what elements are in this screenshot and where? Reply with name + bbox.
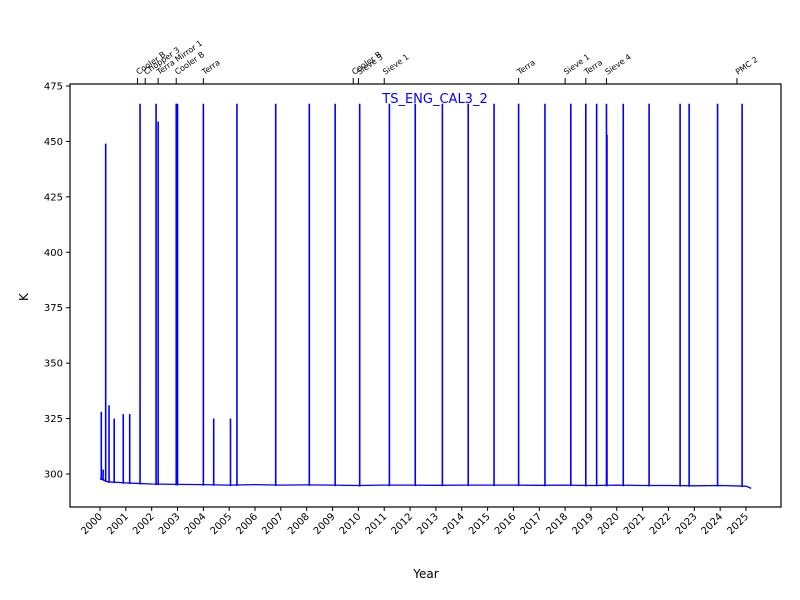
x-tick-label: 2005 (209, 511, 235, 537)
x-tick-label: 2023 (674, 511, 700, 537)
x-tick-label: 2020 (596, 511, 622, 537)
y-tick-label: 425 (44, 192, 63, 203)
plot-area (69, 83, 782, 508)
x-tick-label: 2022 (648, 511, 674, 537)
x-axis-title: Year (412, 567, 438, 581)
y-axis: 300 325 350 375 400 425 450 475 (44, 82, 70, 481)
x-tick-label: 2016 (493, 511, 519, 537)
x-tick-label: 2001 (105, 511, 131, 537)
x-tick-label: 2018 (544, 511, 570, 537)
y-tick-label: 350 (44, 359, 63, 370)
x-tick-label: 2002 (131, 511, 157, 537)
y-tick-label: 300 (44, 470, 63, 481)
event-label: Terra (200, 58, 222, 77)
x-tick-label: 2000 (79, 511, 105, 537)
x-tick-label: 2003 (157, 511, 183, 537)
x-tick-label: 2021 (622, 511, 648, 537)
x-tick-label: 2013 (415, 511, 441, 537)
y-tick-label: 450 (44, 137, 63, 148)
x-tick-label: 2007 (260, 511, 286, 537)
event-label: Sieve 4 (603, 52, 632, 76)
chart-title: TS_ENG_CAL3_2 (381, 92, 487, 107)
x-tick-label: 2009 (312, 511, 338, 537)
y-tick-label: 475 (44, 82, 63, 93)
x-tick-label: 2025 (725, 511, 751, 537)
y-tick-label: 400 (44, 248, 63, 259)
plot-frame (69, 83, 782, 508)
y-tick-label: 375 (44, 303, 63, 314)
x-tick-label: 2008 (286, 511, 312, 537)
event-label: Sieve 1 (381, 52, 410, 76)
y-axis-title: K (17, 292, 31, 301)
x-tick-label: 2004 (183, 511, 209, 537)
y-tick-label: 325 (44, 414, 63, 425)
data-series-line (99, 103, 752, 489)
event-label: Terra (515, 58, 537, 77)
x-tick-label: 2006 (234, 511, 260, 537)
x-tick-label: 2012 (389, 511, 415, 537)
x-tick-label: 2019 (570, 511, 596, 537)
event-label: PMC 2 (734, 55, 760, 77)
x-tick-label: 2024 (700, 511, 726, 537)
x-tick-label: 2015 (467, 511, 493, 537)
x-tick-label: 2011 (364, 511, 390, 537)
x-axis: 2000 2001 2002 2003 2004 2005 2006 2007 2008 2009… (79, 507, 751, 537)
x-tick-label: 2010 (338, 511, 364, 537)
x-tick-label: 2014 (441, 511, 467, 537)
x-tick-label: 2017 (519, 511, 545, 537)
